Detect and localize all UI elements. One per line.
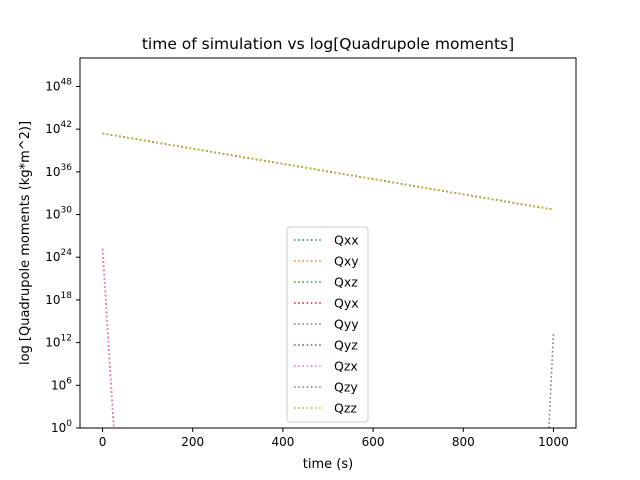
chart-title: time of simulation vs log[Quadrupole mom… <box>142 35 514 53</box>
series-layer <box>101 132 555 428</box>
series-line-qzz <box>102 132 554 211</box>
legend-label: Qxy <box>334 254 359 269</box>
y-axis-label: log [Quadrupole moments (kg*m^2)] <box>18 121 33 365</box>
x-tick-label: 800 <box>452 435 475 449</box>
legend-label: Qyy <box>334 317 359 332</box>
y-tick-label: 106 <box>51 376 72 392</box>
y-tick-label: 1036 <box>45 163 72 179</box>
x-tick-label: 0 <box>99 435 107 449</box>
legend-label: Qzx <box>334 359 358 374</box>
x-axis: 0 200 400 600 800 1000 <box>99 428 569 449</box>
legend-label: Qxx <box>334 233 359 248</box>
legend-label: Qzz <box>334 401 357 416</box>
x-tick-label: 1000 <box>538 435 569 449</box>
x-tick-label: 600 <box>362 435 385 449</box>
legend-label: Qyz <box>334 338 358 353</box>
legend-label: Qzy <box>334 380 358 395</box>
y-tick-label: 1030 <box>45 206 72 222</box>
x-tick-label: 400 <box>271 435 294 449</box>
y-tick-label: 1024 <box>45 248 72 264</box>
x-axis-label: time (s) <box>303 457 353 472</box>
legend-label: Qxz <box>334 275 358 290</box>
legend-box <box>286 226 369 423</box>
legend-label: Qyx <box>334 296 359 311</box>
legend: Qxx Qxy Qxz Qyx Qyy Qyz Qzx Qzy Qzz <box>286 226 369 423</box>
y-tick-label: 1018 <box>45 291 72 307</box>
y-axis: 100 106 1012 1018 1024 1030 1036 1042 1048 <box>45 77 80 435</box>
series-line-qzx <box>101 248 115 428</box>
plot-frame <box>79 57 577 429</box>
y-tick-label: 100 <box>51 419 72 435</box>
series-line-qzy <box>548 332 555 428</box>
x-tick-label: 200 <box>181 435 204 449</box>
y-tick-label: 1048 <box>45 77 72 93</box>
y-tick-label: 1012 <box>45 334 72 350</box>
y-tick-label: 1042 <box>45 120 72 136</box>
